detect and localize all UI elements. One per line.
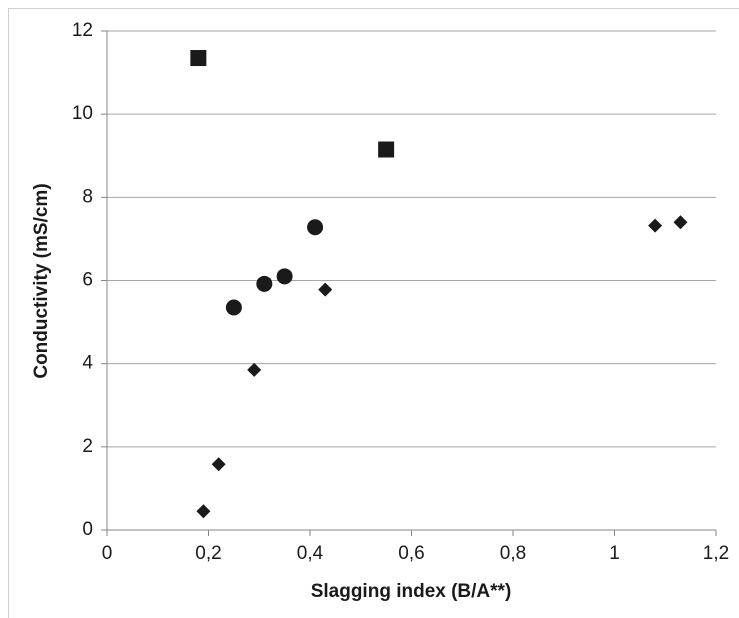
x-tick-label: 1,2 [703,543,729,564]
y-tick-label: 4 [82,353,93,374]
frame [8,8,739,618]
x-tick-label: 0,2 [195,543,221,564]
x-tick-label: 0,6 [398,543,424,564]
diamond-point [196,504,211,519]
y-tick-label: 0 [82,519,93,540]
circle-point [225,299,242,316]
y-tick-label: 6 [82,270,93,291]
circle-point [307,219,324,236]
y-tick-label: 2 [82,436,93,457]
x-axis-title: Slagging index (B/A**) [311,581,512,602]
square-point [190,50,207,67]
y-tick-label: 8 [82,186,93,207]
x-tick-label: 1 [609,543,620,564]
diamond-point [247,362,262,377]
diamond-point [211,457,226,472]
x-tick-label: 0,4 [297,543,324,564]
circle-point [276,268,293,285]
y-tick-label: 10 [72,103,93,124]
square-point [378,141,395,158]
circle-point [256,275,273,292]
x-tick-label: 0,8 [500,543,526,564]
diamond-point [318,282,333,297]
diamond-point [673,215,688,230]
y-tick-label: 12 [72,20,93,41]
y-axis-title: Conductivity (mS/cm) [31,183,52,378]
x-tick-label: 0 [102,543,113,564]
diamond-point [648,218,663,233]
